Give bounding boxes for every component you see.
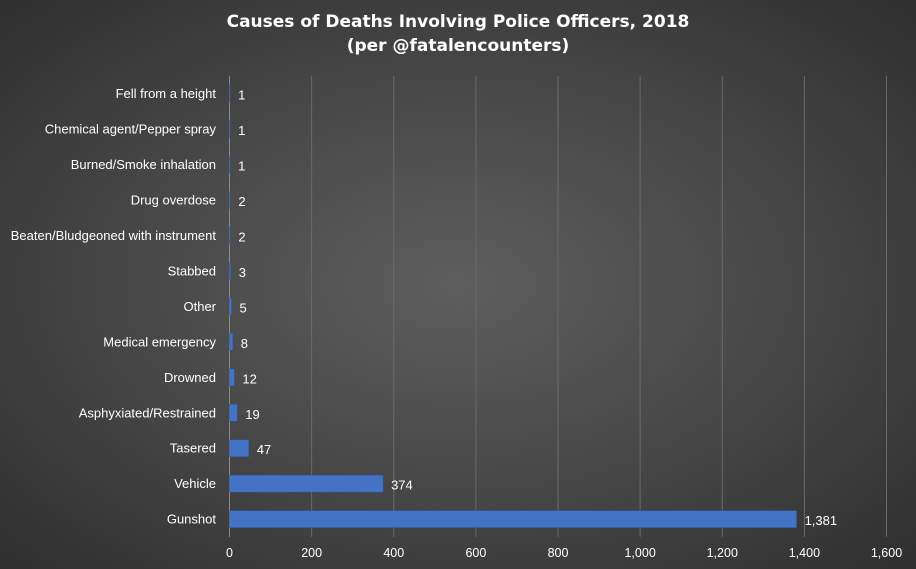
- bar: [229, 297, 232, 316]
- bar: [229, 404, 238, 422]
- bar: [229, 84, 231, 103]
- data-label: 374: [391, 478, 413, 493]
- x-tick-label: 200: [301, 546, 322, 560]
- data-label: 2: [238, 230, 245, 245]
- category-label: Stabbed: [168, 263, 216, 278]
- category-label: Drug overdose: [131, 193, 216, 208]
- category-label: Other: [183, 299, 216, 314]
- data-label: 1: [238, 123, 245, 138]
- category-label: Vehicle: [174, 476, 216, 491]
- bar: [229, 474, 384, 493]
- bar: [229, 262, 231, 280]
- bar: [229, 439, 250, 457]
- chart-title: Causes of Deaths Involving Police Office…: [0, 10, 916, 58]
- category-label: Drowned: [164, 370, 216, 385]
- bar: [229, 333, 234, 351]
- x-tick-label: 600: [465, 546, 486, 560]
- category-label: Fell from a height: [116, 86, 217, 101]
- category-label: Chemical agent/Pepper spray: [45, 122, 217, 137]
- data-label: 5: [240, 300, 247, 315]
- data-label: 1: [238, 159, 245, 174]
- data-label: 8: [241, 336, 248, 351]
- data-label: 2: [238, 194, 245, 209]
- chart-title-text: Causes of Deaths Involving Police Office…: [226, 12, 690, 32]
- x-tick-label: 1,200: [707, 546, 738, 560]
- category-label: Gunshot: [167, 512, 217, 527]
- data-label: 1,381: [805, 513, 838, 528]
- x-tick-label: 1,400: [789, 546, 820, 560]
- data-label: 47: [257, 442, 271, 457]
- x-tick-label: 1,600: [871, 546, 902, 560]
- bar: [229, 120, 231, 138]
- x-tick-label: 0: [226, 546, 233, 560]
- category-label: Tasered: [170, 441, 216, 456]
- x-tick-label: 1,000: [624, 546, 655, 560]
- bar: [229, 510, 797, 528]
- bar: [229, 191, 231, 209]
- chart-subtitle-text: (per @fatalencounters): [346, 36, 570, 56]
- category-label: Asphyxiated/Restrained: [79, 405, 216, 420]
- bar: [229, 226, 231, 245]
- x-tick-label: 400: [383, 546, 404, 560]
- category-label: Medical emergency: [103, 334, 216, 349]
- category-label: Beaten/Bludgeoned with instrument: [11, 228, 217, 243]
- data-label: 19: [245, 407, 259, 422]
- bar: [229, 155, 231, 174]
- x-tick-label: 800: [548, 546, 569, 560]
- category-label: Burned/Smoke inhalation: [71, 157, 216, 172]
- data-label: 3: [239, 265, 246, 280]
- data-label: 12: [242, 371, 256, 386]
- bar: [229, 368, 235, 387]
- data-label: 1: [238, 88, 245, 103]
